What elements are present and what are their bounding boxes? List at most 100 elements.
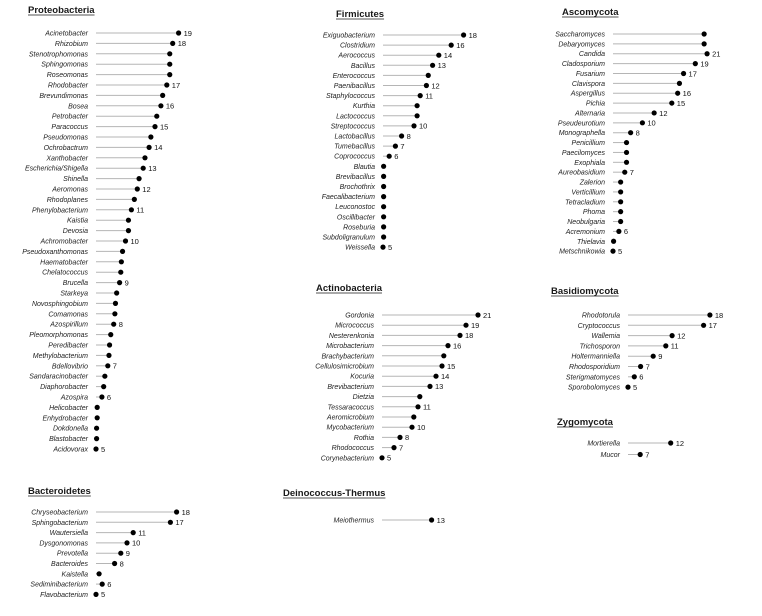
category-label-lactococcus: Lactococcus [336,113,375,120]
point-enterococcus [425,72,431,78]
point-gordonia [475,312,481,318]
category-label-mortierella: Mortierella [587,441,620,448]
category-label-dietzia: Dietzia [353,394,375,401]
point-xanthobacter [142,155,148,161]
category-label-lactobacillus: Lactobacillus [335,134,376,141]
category-label-devosia: Devosia [63,228,88,235]
category-label-rhodoplanes: Rhodoplanes [47,197,89,204]
value-label-cladosporium: 19 [700,59,708,68]
point-lactobacillus [399,133,405,139]
point-acidovorax [93,446,99,452]
point-kurthia [414,103,420,109]
panel-title: Basidiomycota [551,286,619,297]
category-label-zalerion: Zalerion [579,180,605,187]
point-sphingomonas [167,61,173,67]
category-label-monographella: Monographella [559,130,605,137]
value-label-azospira: 6 [107,393,111,402]
category-label-cellulosimicrobium: Cellulosimicrobium [315,364,374,371]
point-pseudeurotium [639,120,646,126]
value-label-corynebacterium: 5 [387,454,391,463]
point-acremonium [616,228,622,234]
point-dysgonomonas [124,540,130,546]
value-label-coprococcus: 6 [394,152,398,161]
category-label-clostridium: Clostridium [340,43,375,50]
point-chryseobacterium [174,509,180,515]
category-label-brevibacterium: Brevibacterium [327,384,374,391]
category-label-leuconostoc: Leuconostoc [335,204,375,211]
point-holtermanniella [650,353,656,359]
value-label-rhodosporidium: 7 [646,362,650,371]
value-label-paracoccus: 15 [160,122,168,131]
point-aureobasidium [622,169,628,175]
point-pseudoxanthomonas [119,248,126,254]
panel-title: Actinobacteria [316,283,383,294]
category-label-sphingomonas: Sphingomonas [41,62,88,69]
category-label-trichosporon: Trichosporon [580,343,620,350]
value-label-acinetobacter: 19 [184,29,192,38]
category-label-paecilomyces: Paecilomyces [562,150,606,157]
value-label-chryseobacterium: 18 [182,508,190,517]
point-mucor [637,451,643,458]
category-label-holtermanniella: Holtermanniella [571,354,620,361]
point-corynebacterium [379,455,385,461]
category-label-achromobacter: Achromobacter [40,239,89,246]
point-microbacterium [445,343,451,349]
value-label-brucella: 9 [125,278,129,287]
panel-title: Deinococcus-Thermus [283,488,385,499]
point-rothia [397,434,403,440]
point-rhodococcus [391,445,397,451]
category-label-subdoligranulum: Subdoligranulum [322,235,375,242]
category-label-faecalibacterium: Faecalibacterium [322,194,375,201]
point-candida [704,51,710,57]
panel-title: Zygomycota [557,417,614,428]
point-sporobolomyces [625,384,631,390]
point-exiguobacterium [461,32,467,38]
value-label-azospirillum: 8 [119,320,123,329]
category-label-exophiala: Exophiala [574,160,605,167]
category-label-roseomonas: Roseomonas [47,72,89,79]
category-label-brachybacterium: Brachybacterium [321,353,374,360]
category-label-dokdonella: Dokdonella [53,426,88,433]
category-label-brevundimonas: Brevundimonas [39,93,88,100]
value-label-sediminibacterium: 6 [107,580,111,589]
point-sediminibacterium [99,581,105,587]
value-label-achromobacter: 10 [131,237,139,246]
point-zalerion [618,179,624,185]
value-label-mucor: 7 [645,450,649,459]
category-label-starkeya: Starkeya [60,291,88,298]
category-label-tessaracoccus: Tessaracoccus [328,404,375,411]
point-dietzia [417,394,423,400]
point-fusarium [680,70,687,77]
value-label-microbacterium: 16 [453,341,461,350]
category-label-bdellovibrio: Bdellovibrio [52,363,88,370]
category-label-rhizobium: Rhizobium [55,41,88,48]
category-label-microbacterium: Microbacterium [326,343,374,350]
category-label-brevibacillus: Brevibacillus [336,174,376,181]
category-label-corynebacterium: Corynebacterium [321,455,374,462]
point-weissella [380,244,386,250]
panel-title: Proteobacteria [28,5,95,16]
value-label-lactobacillus: 8 [407,132,411,141]
category-label-azospira: Azospira [60,395,88,402]
point-kaistella [96,571,102,577]
value-label-acidovorax: 5 [101,445,105,454]
point-kocuria [433,373,439,379]
category-label-penicillium: Penicillium [572,140,606,147]
panel-zygomycota: Zygomycota Mortierella 12 Mucor 7 [557,417,684,459]
category-label-roseburia: Roseburia [343,224,375,231]
point-meiothermus [429,517,435,523]
category-label-candida: Candida [579,51,605,58]
category-label-rhodotorula: Rhodotorula [582,313,620,320]
point-bdellovibrio [105,363,111,369]
category-label-escherichia-shigella: Escherichia/Shigella [25,166,88,173]
category-label-enhydrobacter: Enhydrobacter [42,415,88,422]
point-trichosporon [663,343,669,349]
point-subdoligranulum [381,234,387,240]
value-label-pichia: 15 [677,99,685,108]
category-label-aeromicrobium: Aeromicrobium [326,415,374,422]
category-label-staphylococcus: Staphylococcus [326,93,376,100]
category-label-bacillus: Bacillus [351,63,376,70]
category-label-aerococcus: Aerococcus [337,53,375,60]
value-label-mortierella: 12 [676,439,684,448]
